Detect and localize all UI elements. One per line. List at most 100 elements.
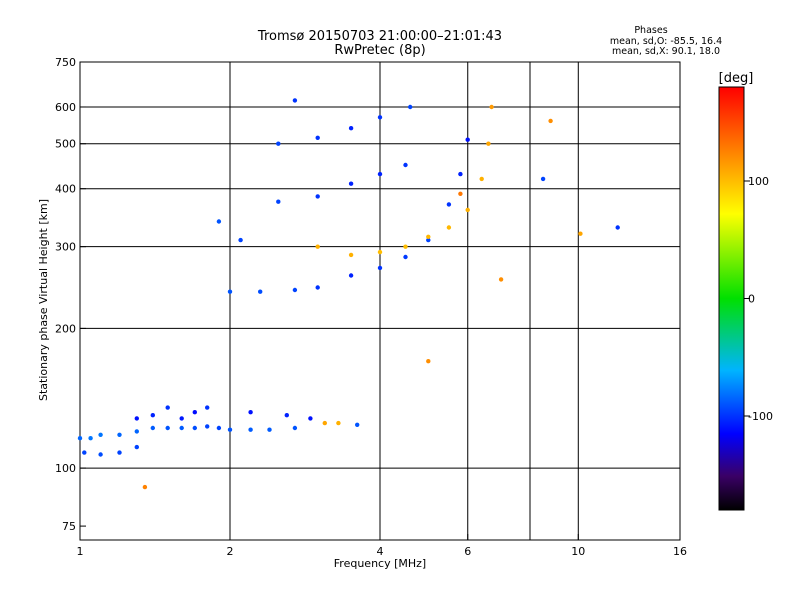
data-point <box>267 427 272 432</box>
data-point <box>179 416 184 421</box>
y-tick-label: 600 <box>55 101 76 114</box>
data-point <box>348 252 354 258</box>
data-point <box>276 141 281 146</box>
data-point <box>348 126 354 131</box>
x-tick-label: 10 <box>571 545 585 558</box>
phase-stat-line: mean, sd,X: 90.1, 18.0 <box>612 46 720 57</box>
data-point <box>315 244 320 249</box>
data-point <box>292 287 298 293</box>
y-tick-label: 200 <box>55 322 76 335</box>
data-point <box>292 425 298 431</box>
data-point <box>98 432 103 437</box>
x-tick-label: 2 <box>227 545 234 558</box>
data-point <box>408 104 413 110</box>
y-axis-ticks: 75 100 200 300 400 500 600 750 <box>55 56 86 533</box>
data-point <box>315 135 320 140</box>
x-axis-ticks: 1 2 4 6 10 16 <box>77 534 687 558</box>
data-point <box>355 422 360 427</box>
data-point <box>238 237 243 243</box>
colorbar-tick-label: 100 <box>748 175 769 188</box>
data-points <box>77 98 620 490</box>
data-point <box>150 413 155 418</box>
data-point <box>458 191 463 196</box>
colorbar-ticks: 100 0 -100 <box>744 175 773 423</box>
x-axis-label: Frequency [MHz] <box>334 557 426 570</box>
data-point <box>403 162 408 168</box>
data-point <box>88 436 93 441</box>
x-tick-label: 4 <box>377 545 384 558</box>
data-point <box>308 416 313 421</box>
data-point <box>192 410 197 415</box>
data-point <box>134 444 139 450</box>
data-point <box>165 425 170 431</box>
colorbar <box>718 86 745 511</box>
y-tick-label: 75 <box>62 520 76 533</box>
data-point <box>548 118 553 124</box>
data-point <box>82 450 87 455</box>
data-point <box>377 171 383 177</box>
data-point <box>336 420 341 426</box>
data-point <box>77 436 83 441</box>
colorbar-label: [deg] <box>719 71 754 86</box>
data-point <box>458 171 463 177</box>
data-point <box>248 410 253 415</box>
data-point <box>315 194 320 199</box>
data-point <box>315 285 320 290</box>
data-point <box>446 202 452 207</box>
data-point <box>227 289 233 294</box>
phase-stat-line: mean, sd,O: -85.5, 16.4 <box>610 36 722 47</box>
data-point <box>486 141 491 146</box>
colorbar-tick-label: 0 <box>748 293 755 306</box>
data-point <box>205 405 210 410</box>
data-point <box>403 244 408 249</box>
data-point <box>117 450 122 455</box>
x-tick-label: 16 <box>673 545 687 558</box>
data-point <box>578 231 583 236</box>
data-point <box>540 176 546 182</box>
data-point <box>479 176 484 182</box>
chart-subtitle: RwPretec (8p) <box>334 43 425 58</box>
grid-lines <box>80 62 680 540</box>
data-point <box>426 359 431 364</box>
data-point <box>446 225 452 230</box>
data-point <box>216 425 222 431</box>
y-tick-label: 100 <box>55 462 76 475</box>
y-tick-label: 400 <box>55 183 76 196</box>
data-point <box>615 225 620 230</box>
y-tick-label: 300 <box>55 241 76 254</box>
data-point <box>179 425 184 431</box>
data-point <box>377 115 383 120</box>
data-point <box>134 416 139 421</box>
data-point <box>205 424 210 429</box>
data-point <box>348 273 354 278</box>
y-axis-label: Stationary phase Virtual Height [km] <box>37 199 50 401</box>
data-point <box>348 181 354 186</box>
data-point <box>284 413 289 418</box>
x-tick-label: 1 <box>77 545 84 558</box>
data-point <box>216 219 222 224</box>
y-tick-label: 500 <box>55 138 76 151</box>
data-point <box>377 265 383 271</box>
data-point <box>248 427 253 432</box>
x-tick-label: 6 <box>464 545 471 558</box>
data-point <box>403 254 408 260</box>
data-point <box>426 237 431 243</box>
data-point <box>465 137 470 142</box>
data-point <box>377 249 383 255</box>
data-point <box>322 420 327 426</box>
data-point <box>165 405 170 410</box>
data-point <box>258 289 263 294</box>
chart-title: Tromsø 20150703 21:00:00–21:01:43 <box>257 29 502 44</box>
data-point <box>426 234 431 239</box>
data-point <box>276 199 281 204</box>
data-point <box>292 98 298 103</box>
colorbar-tick-label: -100 <box>748 410 773 423</box>
data-point <box>134 429 139 434</box>
data-point <box>465 207 470 213</box>
data-point <box>489 104 494 110</box>
data-point <box>117 432 122 437</box>
y-tick-label: 750 <box>55 56 76 69</box>
data-point <box>227 427 233 432</box>
